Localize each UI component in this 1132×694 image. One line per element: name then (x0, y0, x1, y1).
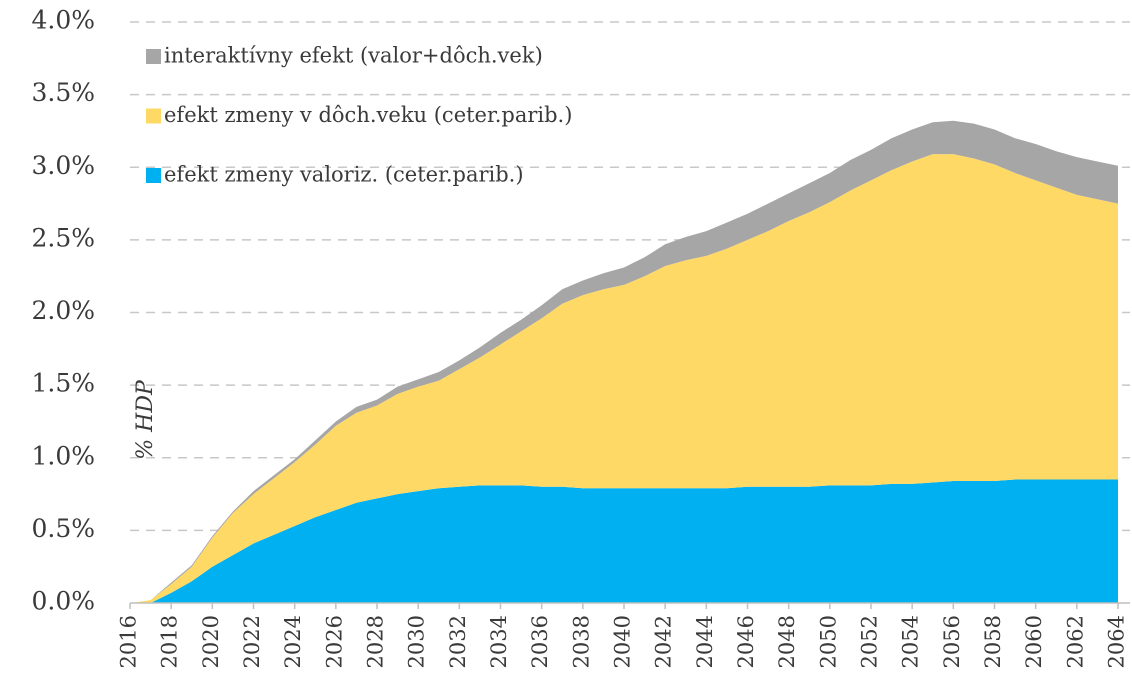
x-tick-label: 2036 (528, 615, 552, 668)
x-tick-label: 2016 (117, 615, 141, 668)
area (130, 120, 1118, 604)
x-tick-label: 2052 (858, 615, 882, 668)
x-tick-label: 2050 (816, 615, 840, 668)
x-tick-label: 2042 (652, 615, 676, 668)
x-tick-label: 2022 (240, 615, 264, 668)
y-tick-label: 1.0% (31, 441, 95, 470)
x-tick-label: 2020 (199, 615, 223, 668)
x-tick-label: 2032 (446, 615, 470, 668)
y-axis-label: % HDP (133, 379, 158, 460)
x-tick-label: 2018 (158, 615, 182, 668)
x-tick-label: 2048 (775, 615, 799, 668)
legend: efekt zmeny valoriz. (ceter.parib.) efekt… (146, 44, 572, 187)
legend-swatch (146, 168, 161, 183)
legend-label: interaktívny efekt (valor+dôch.vek) (164, 44, 543, 68)
legend-label: efekt zmeny v dôch.veku (ceter.parib.) (164, 103, 572, 127)
x-tick-label: 2030 (405, 615, 429, 668)
x-tick-label: 2044 (693, 615, 717, 668)
y-tick-label: 2.5% (31, 223, 95, 252)
y-tick-label: 2.0% (31, 296, 95, 325)
x-tick-label: 2040 (611, 615, 635, 668)
x-tick-label: 2038 (569, 615, 593, 668)
y-tick-label: 3.0% (31, 151, 95, 180)
x-tick-label: 2058 (981, 615, 1005, 668)
x-tick-label: 2056 (940, 615, 964, 668)
x-tick-label: 2064 (1105, 615, 1129, 668)
x-tick-label: 2028 (364, 615, 388, 668)
x-tick-label: 2026 (322, 615, 346, 668)
area (130, 154, 1118, 604)
x-tick-label: 2046 (734, 615, 758, 668)
y-tick-label: 3.5% (31, 78, 95, 107)
areas (130, 120, 1118, 604)
legend-swatch (146, 108, 161, 124)
legend-label: efekt zmeny valoriz. (ceter.parib.) (164, 163, 524, 187)
x-tick-label: 2024 (281, 615, 305, 668)
x-tick-label: 2034 (487, 615, 511, 668)
legend-swatch (146, 49, 161, 64)
x-tick-label: 2060 (1022, 615, 1046, 668)
x-tick-label: 2062 (1063, 615, 1087, 668)
y-tick-label: 4.0% (31, 6, 95, 35)
x-tick-label: 2054 (899, 615, 923, 668)
area (130, 479, 1118, 603)
y-tick-label: 0.0% (31, 587, 95, 616)
y-tick-label: 1.5% (31, 369, 95, 398)
axes: 0.0% 0.5% 1.0% 1.5% 2.0% 2.5% 3.0% 3.5% 4.0% 2016… (31, 6, 1130, 668)
y-tick-label: 0.5% (31, 514, 95, 543)
